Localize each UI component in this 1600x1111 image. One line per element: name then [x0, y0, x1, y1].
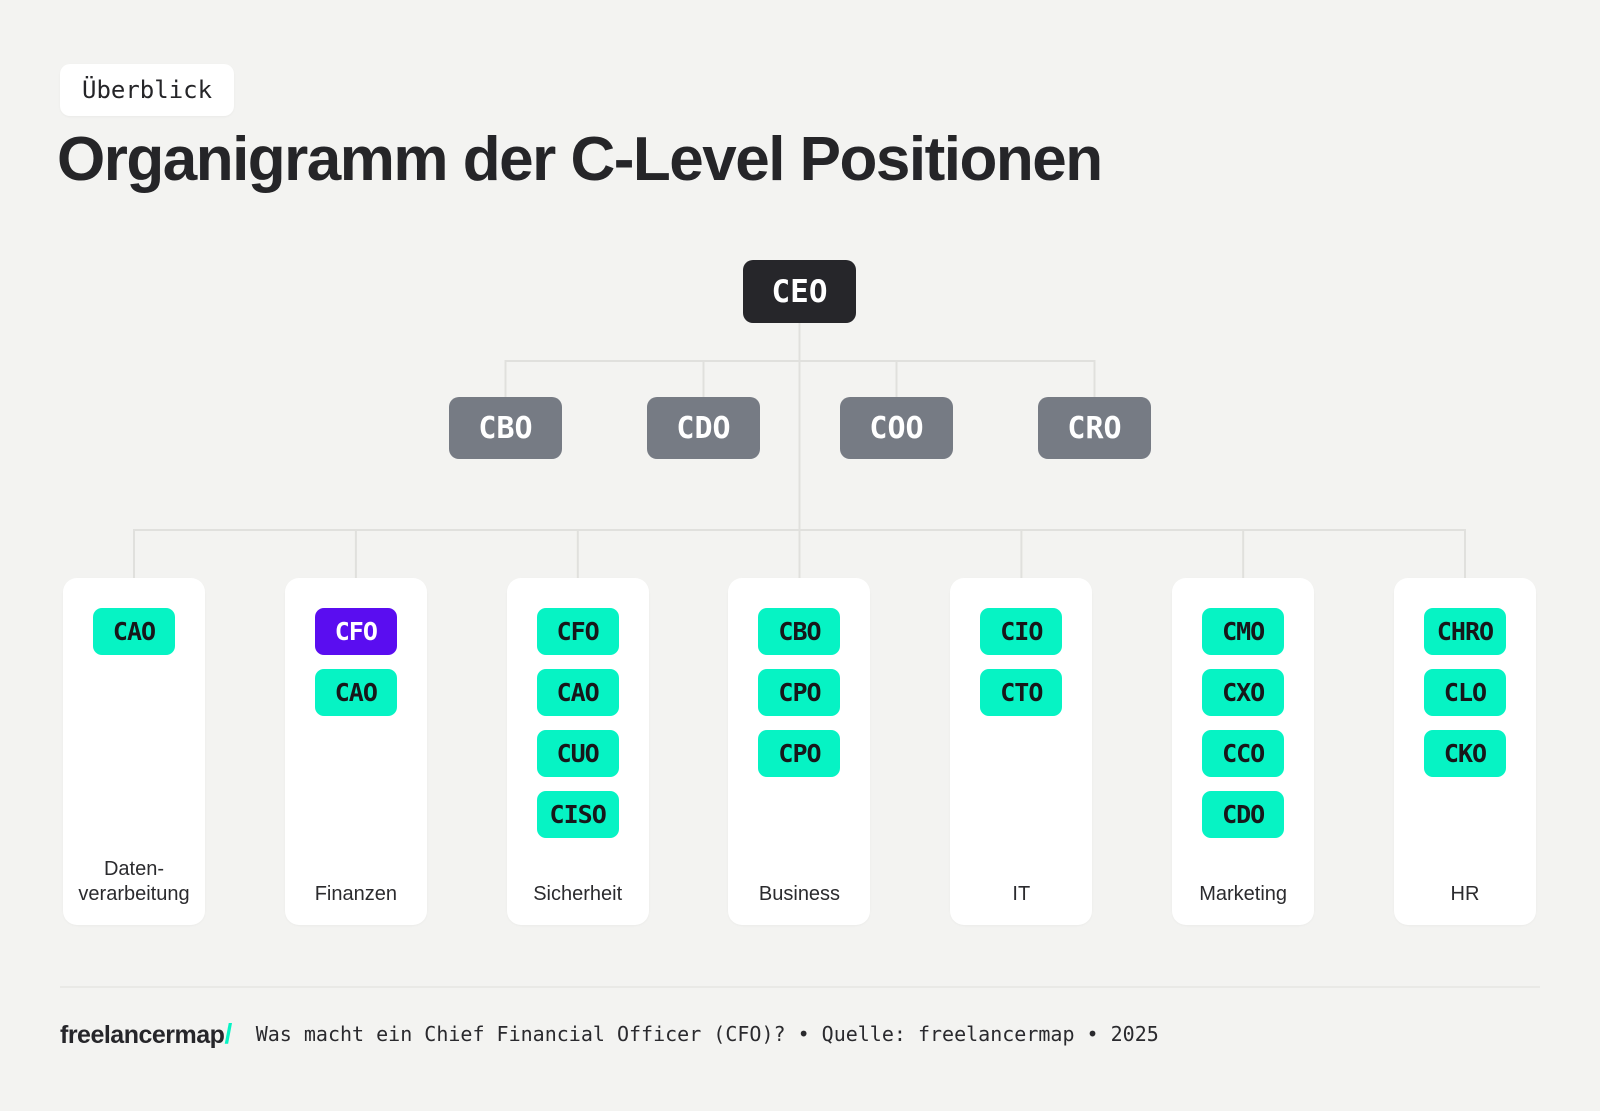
role-chip-list: CBO CPO CPO — [758, 608, 841, 777]
footer-divider — [60, 986, 1540, 988]
role-chip: CAO — [93, 608, 175, 655]
department-card: CIO CTO IT — [950, 578, 1093, 925]
role-chip: CFO — [536, 608, 619, 655]
department-label: Marketing — [1199, 883, 1288, 905]
department-label: IT — [1012, 883, 1031, 905]
role-chip-list: CFO CAO CUO CISO — [536, 608, 619, 838]
department-cards: CAO Daten- verarbeitung CFO CAO Finanzen… — [0, 578, 1600, 925]
role-chip-list: CIO CTO — [980, 608, 1063, 716]
department-card: CAO Daten- verarbeitung — [63, 578, 205, 925]
department-card: CBO CPO CPO Business — [728, 578, 871, 925]
role-chip: CCO — [1202, 730, 1285, 777]
role-chip: CAO — [536, 669, 619, 716]
role-chip: CMO — [1202, 608, 1285, 655]
role-chip: CAO — [314, 669, 397, 716]
org-node-cro: CRO — [1038, 397, 1151, 459]
role-chip: CISO — [536, 791, 619, 838]
department-label: Business — [758, 883, 841, 905]
org-node-cdo: CDO — [647, 397, 760, 459]
department-label: Daten- verarbeitung — [78, 858, 190, 905]
role-chip: CTO — [980, 669, 1063, 716]
footer-logo-slash: / — [224, 1018, 232, 1049]
footer-logo-text: freelancermap — [60, 1021, 225, 1049]
department-card: CFO CAO CUO CISO Sicherheit — [506, 578, 649, 925]
role-chip: CBO — [758, 608, 841, 655]
role-chip-list: CMO CXO CCO CDO — [1202, 608, 1285, 838]
role-chip: CUO — [536, 730, 619, 777]
page-title: Organigramm der C-Level Positionen — [57, 125, 1103, 194]
role-chip: CPO — [758, 669, 841, 716]
department-label: Finanzen — [314, 883, 397, 905]
org-node-coo: COO — [840, 397, 953, 459]
role-chip: CIO — [980, 608, 1063, 655]
department-label: HR — [1450, 883, 1480, 905]
department-card: CMO CXO CCO CDO Marketing — [1172, 578, 1315, 925]
role-chip: CKO — [1423, 730, 1506, 777]
department-card: CHRO CLO CKO HR — [1393, 578, 1536, 925]
department-label: Sicherheit — [533, 883, 623, 905]
role-chip: CLO — [1423, 669, 1506, 716]
role-chip-list: CFO CAO — [314, 608, 397, 716]
overview-badge: Überblick — [60, 64, 235, 116]
department-card: CFO CAO Finanzen — [284, 578, 427, 925]
footer: freelancermap/ Was macht ein Chief Finan… — [60, 1018, 1540, 1050]
footer-caption: Was macht ein Chief Financial Officer (C… — [255, 1022, 1159, 1046]
role-chip: CHRO — [1423, 608, 1506, 655]
role-chip: CPO — [758, 730, 841, 777]
role-chip: CXO — [1202, 669, 1285, 716]
role-chip-list: CAO — [93, 608, 175, 655]
role-chip-list: CHRO CLO CKO — [1423, 608, 1506, 777]
org-node-cbo: CBO — [449, 397, 562, 459]
role-chip: CDO — [1202, 791, 1285, 838]
org-node-ceo: CEO — [743, 260, 856, 323]
footer-logo: freelancermap/ — [60, 1018, 232, 1050]
role-chip: CFO — [314, 608, 397, 655]
